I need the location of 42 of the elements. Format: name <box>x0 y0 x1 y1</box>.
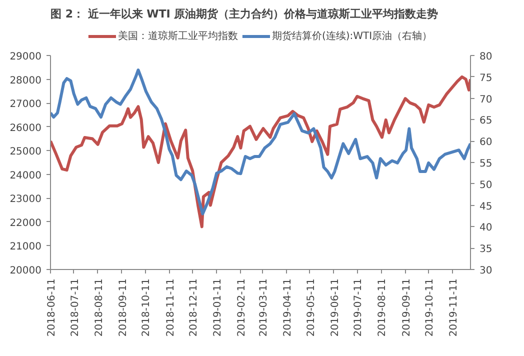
y-tick-label: 28000 <box>10 75 42 86</box>
y2-tick-label: 30 <box>480 266 492 276</box>
y-tick-label: 21000 <box>10 242 42 253</box>
y-tick-label: 26000 <box>10 122 42 134</box>
y2-tick-label: 70 <box>480 94 492 106</box>
x-tick-label: 2018-12-11 <box>188 278 200 337</box>
y2-tick-label: 75 <box>480 72 492 84</box>
x-tick-label: 2019-10-11 <box>424 278 436 337</box>
legend-label: 美国：道琼斯工业平均指数 <box>118 30 238 43</box>
y2-tick-label: 60 <box>480 137 492 148</box>
x-tick-label: 2018-08-11 <box>94 278 105 337</box>
x-tick-label: 2019-01-11 <box>212 278 224 337</box>
x-tick-label: 2019-09-11 <box>401 278 412 337</box>
y2-tick-label: 50 <box>480 180 492 191</box>
y-tick-label: 24000 <box>10 170 42 182</box>
y2-tick-label: 35 <box>480 244 492 256</box>
y-tick-label: 27000 <box>10 99 42 110</box>
y2-tick-label: 65 <box>480 116 492 127</box>
legend-label: 期货结算价(连续):WTI原油（右轴） <box>272 30 432 43</box>
x-tick-label: 2018-07-11 <box>70 278 81 337</box>
y-tick-label: 20000 <box>10 266 42 276</box>
x-tick-label: 2019-11-11 <box>448 278 460 337</box>
y2-tick-label: 80 <box>480 52 492 62</box>
x-tick-label: 2019-07-11 <box>353 278 364 337</box>
y2-tick-label: 40 <box>480 222 492 234</box>
y-tick-label: 25000 <box>10 146 42 158</box>
y-tick-label: 29000 <box>10 52 42 62</box>
x-tick-label: 2019-04-11 <box>282 278 294 337</box>
y2-tick-label: 45 <box>480 201 492 212</box>
y-tick-label: 22000 <box>10 218 42 229</box>
y-tick-label: 23000 <box>10 194 42 206</box>
x-tick-label: 2018-11-11 <box>165 278 176 337</box>
x-tick-label: 2019-03-11 <box>258 278 270 337</box>
x-tick-label: 2019-05-11 <box>306 278 317 337</box>
x-tick-label: 2019-06-11 <box>330 278 341 337</box>
x-tick-label: 2018-10-11 <box>141 278 152 337</box>
y2-tick-label: 55 <box>480 158 492 170</box>
x-tick-label: 2018-06-11 <box>46 278 58 337</box>
x-tick-label: 2018-09-11 <box>118 278 129 337</box>
x-tick-label: 2019-02-11 <box>236 278 248 337</box>
chart-title: 图 2： 近一年以来 WTI 原油期货（主力合约）价格与道琼斯工业平均指数走势 <box>50 8 438 20</box>
x-tick-label: 2019-08-11 <box>377 278 388 337</box>
